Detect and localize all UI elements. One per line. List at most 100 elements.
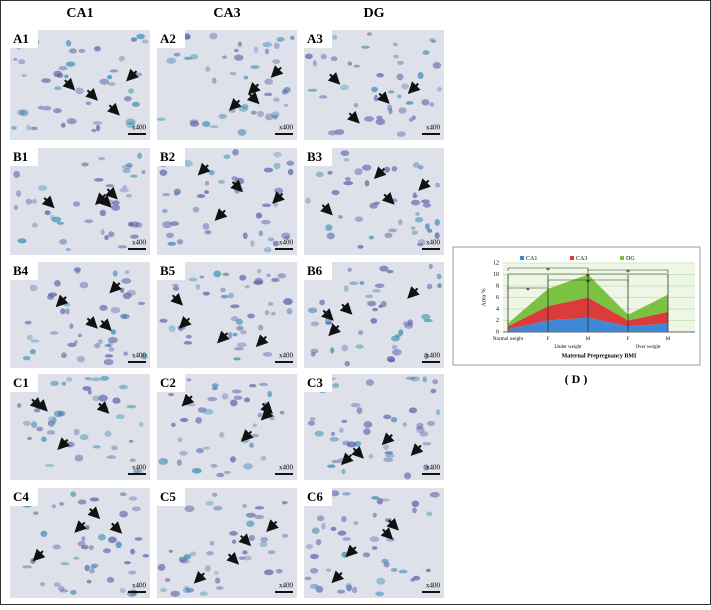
cell	[384, 166, 391, 173]
cell	[275, 568, 283, 574]
cell	[117, 245, 127, 249]
cell	[374, 283, 385, 288]
arrow	[240, 429, 254, 442]
cell	[362, 164, 372, 171]
cell	[209, 125, 219, 129]
cell	[199, 591, 208, 596]
cell	[363, 421, 373, 428]
arrow	[105, 186, 118, 200]
cell	[362, 552, 371, 558]
cell	[134, 537, 143, 541]
cell	[72, 201, 81, 207]
cell	[421, 313, 431, 320]
cell	[234, 54, 244, 61]
bracket	[507, 267, 589, 271]
cell	[168, 392, 175, 397]
cell	[381, 558, 389, 564]
cell	[107, 341, 113, 348]
cell	[307, 88, 318, 92]
cell	[244, 397, 251, 403]
panel-label: B1	[13, 149, 28, 164]
cell	[122, 168, 131, 174]
cell	[253, 46, 259, 54]
cell	[258, 230, 264, 237]
cell	[260, 455, 267, 461]
arrow	[109, 521, 123, 534]
cell	[203, 408, 214, 415]
cell	[417, 239, 426, 246]
cell	[320, 53, 327, 60]
cell	[374, 201, 380, 205]
cell	[426, 511, 433, 517]
cell	[49, 331, 59, 335]
cell	[129, 221, 134, 227]
arrow	[381, 192, 395, 205]
cell	[325, 224, 333, 231]
cell	[137, 301, 146, 306]
cell	[100, 375, 110, 381]
cell	[27, 436, 32, 441]
cell	[24, 320, 32, 325]
cell	[283, 298, 293, 306]
cell	[249, 383, 257, 388]
cell	[346, 441, 357, 448]
cell	[254, 514, 265, 520]
cell	[53, 582, 61, 587]
cell	[47, 420, 55, 427]
group-label: Over weight	[636, 345, 661, 350]
cell	[26, 334, 33, 341]
cell	[251, 433, 259, 438]
cell	[342, 440, 351, 446]
cell	[209, 32, 218, 40]
cell	[402, 422, 407, 427]
panel-label: B3	[307, 149, 323, 164]
cell	[56, 73, 64, 79]
cell	[408, 407, 418, 414]
cell	[257, 268, 262, 274]
cell	[232, 332, 238, 337]
label-box	[157, 374, 185, 392]
cell	[307, 420, 315, 426]
cell	[179, 450, 188, 456]
y-tick-label: 8	[496, 283, 499, 289]
cell	[257, 110, 264, 118]
cell	[215, 577, 221, 584]
cell	[330, 490, 340, 497]
cell	[269, 414, 276, 421]
cell	[104, 343, 112, 348]
cell	[60, 308, 66, 315]
cell	[334, 129, 345, 135]
cell	[111, 445, 118, 451]
cell	[15, 190, 22, 197]
legend-label: CA3	[576, 256, 587, 262]
micrograph	[157, 488, 297, 598]
cell	[264, 309, 270, 316]
cell	[25, 198, 33, 205]
cell	[205, 500, 215, 506]
arrow	[85, 316, 98, 329]
cell	[353, 521, 359, 525]
cell	[128, 439, 134, 443]
cell	[421, 99, 430, 106]
cell	[330, 56, 338, 62]
cell	[337, 530, 347, 536]
micrograph	[304, 488, 444, 598]
panel-label: B5	[160, 263, 176, 278]
cell	[110, 307, 121, 314]
cell	[218, 179, 225, 184]
arrow	[178, 316, 192, 329]
cell	[204, 565, 211, 572]
cell	[99, 304, 108, 311]
cell	[87, 389, 92, 395]
cell	[205, 66, 211, 72]
column-header: CA1	[66, 6, 93, 21]
bracket	[587, 269, 669, 273]
cell	[160, 587, 167, 593]
cell	[223, 470, 231, 474]
cell	[426, 283, 433, 290]
cell	[219, 432, 225, 438]
cell	[249, 442, 254, 448]
cell	[73, 428, 80, 436]
cell	[202, 223, 210, 230]
cell	[197, 407, 207, 413]
